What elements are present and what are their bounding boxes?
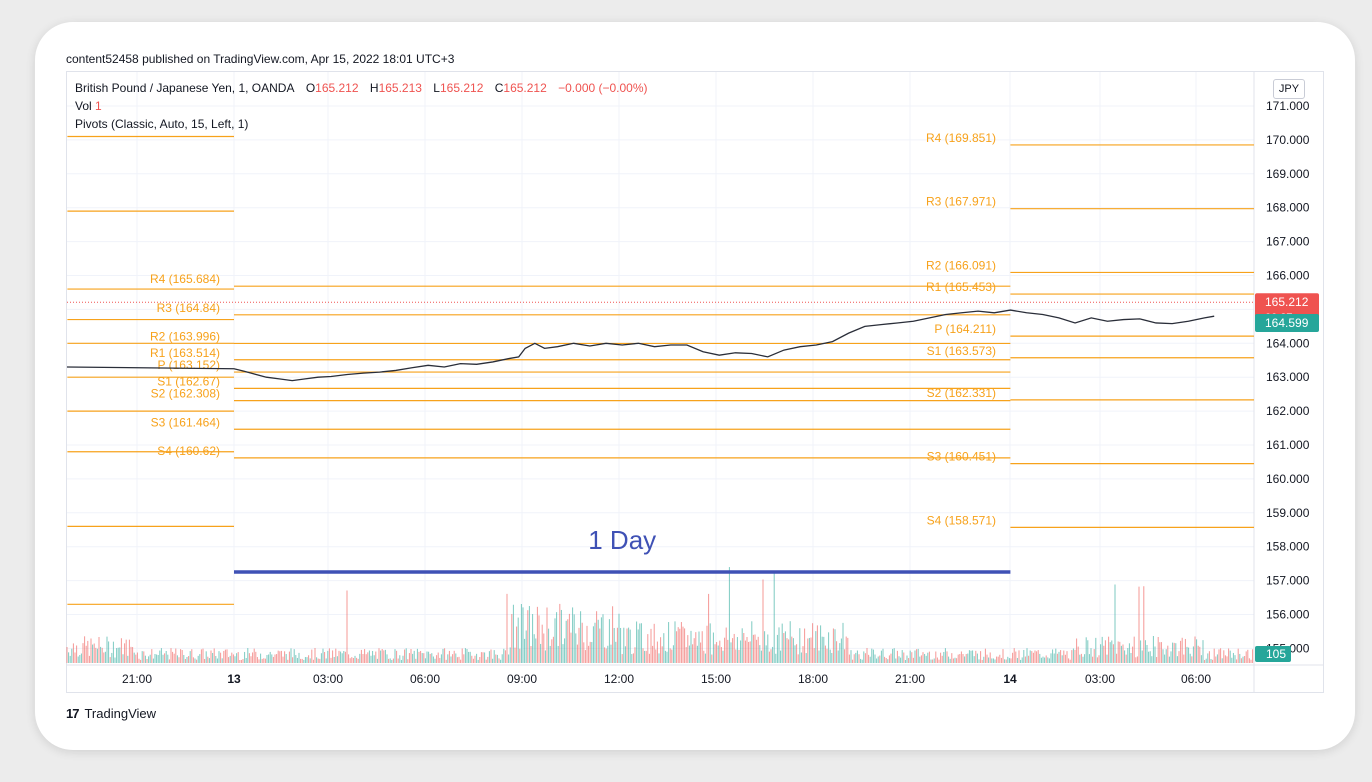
y-tick-label: 170.000 — [1266, 133, 1310, 147]
pivot-set-1: R4 (165.684) R3 (164.84) R2 (163.996) R1 (1… — [150, 272, 1011, 459]
symbol-legend[interactable]: British Pound / Japanese Yen, 1, OANDA O… — [75, 81, 648, 95]
pivot-label-s4: S4 (158.571) — [927, 513, 996, 527]
chart-card — [35, 22, 1355, 750]
pivot-set-0 — [67, 135, 234, 605]
y-tick-label: 166.000 — [1266, 269, 1310, 283]
y-tick-label: 161.000 — [1266, 438, 1310, 452]
y-tick-label: 167.000 — [1266, 235, 1310, 249]
y-tick-label: 158.000 — [1266, 540, 1310, 554]
y-tick-label: 169.000 — [1266, 167, 1310, 181]
pivot-label-r3: R3 (164.84) — [157, 301, 220, 315]
volume-bars — [66, 567, 1254, 663]
x-tick-label: 09:00 — [507, 672, 537, 686]
pivot-label-s3: S3 (160.451) — [927, 450, 996, 464]
price-line — [66, 309, 1215, 382]
tradingview-logo[interactable]: 17 TradingView — [66, 706, 156, 721]
published-caption: content52458 published on TradingView.co… — [66, 52, 455, 66]
open-label: O — [305, 81, 316, 95]
pivot-label-r1: R1 (163.514) — [150, 346, 220, 360]
tradingview-brand-text: TradingView — [84, 706, 157, 721]
last-price-label: 165.212 — [1265, 295, 1309, 309]
pivot-label-r4: R4 (169.851) — [926, 131, 996, 145]
volume-badge — [1255, 646, 1291, 662]
low-label: L — [433, 81, 440, 95]
y-tick-label: 168.000 — [1266, 201, 1310, 215]
tradingview-logo-icon: 17 — [66, 706, 80, 721]
pivot-label-r3: R3 (167.971) — [926, 195, 996, 209]
y-tick-label: 160.000 — [1266, 472, 1310, 486]
one-day-annotation-label: 1 Day — [588, 525, 656, 555]
open-value: 165.212 — [315, 81, 359, 95]
x-tick-label: 15:00 — [701, 672, 731, 686]
pivot-set-2: R4 (169.851) R3 (167.971) R2 (166.091) R1 (… — [926, 131, 1254, 528]
x-tick-label: 12:00 — [604, 672, 634, 686]
y-tick-label: 164.000 — [1266, 336, 1310, 350]
y-tick-label: 162.000 — [1266, 404, 1310, 418]
y-tick-label: 163.000 — [1266, 370, 1310, 384]
x-tick-label: 14 — [1003, 672, 1017, 686]
high-value: 165.213 — [378, 81, 422, 95]
pivot-label-r2: R2 (166.091) — [926, 258, 996, 272]
pivot-label-r4: R4 (165.684) — [150, 272, 220, 286]
grid-lines — [67, 72, 1254, 663]
pivot-label-s1: S1 (162.67) — [157, 374, 220, 388]
change-value: −0.000 (−0.00%) — [558, 81, 648, 95]
close-value: 165.212 — [503, 81, 547, 95]
pivot-label-s4: S4 (160.62) — [157, 444, 220, 458]
pivot-label-s2: S2 (162.331) — [927, 386, 996, 400]
low-value: 165.212 — [439, 81, 484, 95]
y-tick-label: 171.000 — [1266, 99, 1310, 113]
volume-legend[interactable]: Vol 1 — [75, 99, 102, 113]
pivot-label-s1: S1 (163.573) — [927, 344, 996, 358]
pivot-label-r1: R1 (165.453) — [926, 280, 996, 294]
pivot-price-badge — [1255, 313, 1319, 332]
volume-value: 1 — [95, 99, 102, 113]
high-label: H — [369, 81, 379, 95]
x-tick-label: 03:00 — [313, 672, 343, 686]
x-tick-label: 03:00 — [1085, 672, 1115, 686]
pivot-label-r2: R2 (163.996) — [150, 329, 220, 343]
x-tick-label: 21:00 — [122, 672, 152, 686]
pivot-label-p: P (164.211) — [934, 322, 996, 336]
chart-frame[interactable] — [66, 71, 1324, 693]
pivots-legend[interactable]: Pivots (Classic, Auto, 15, Left, 1) — [75, 117, 249, 131]
y-tick-label: 159.000 — [1266, 506, 1310, 520]
pivot-label-s2: S2 (162.308) — [151, 387, 220, 401]
pivot-price-label: 164.599 — [1265, 316, 1309, 330]
currency-button[interactable]: JPY — [1273, 79, 1305, 99]
x-tick-label: 06:00 — [1181, 672, 1211, 686]
pivot-label-s3: S3 (161.464) — [151, 415, 220, 429]
y-tick-label: 157.000 — [1266, 574, 1310, 588]
volume-label: Vol — [75, 99, 92, 113]
x-tick-label: 13 — [227, 672, 241, 686]
volume-badge-label: 105 — [1266, 647, 1286, 661]
x-tick-label: 06:00 — [410, 672, 440, 686]
x-tick-label: 18:00 — [798, 672, 828, 686]
y-tick-label: 156.000 — [1266, 608, 1310, 622]
symbol-name: British Pound / Japanese Yen, 1, OANDA — [75, 81, 295, 95]
x-tick-label: 21:00 — [895, 672, 925, 686]
close-label: C — [494, 81, 504, 95]
pivot-label-p: P (163.152) — [158, 358, 221, 372]
